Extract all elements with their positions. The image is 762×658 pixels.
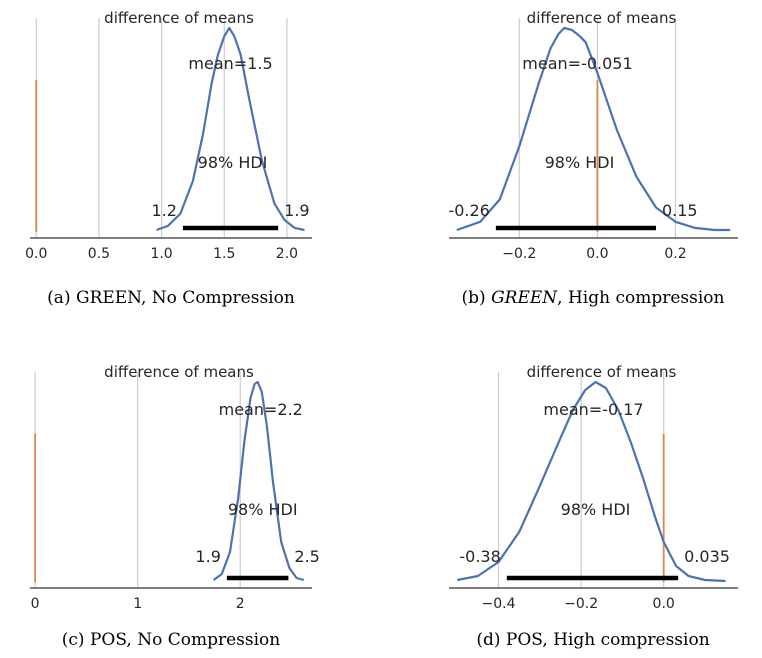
caption-label: (b) <box>462 288 492 308</box>
hdi-high-label: 0.035 <box>684 547 730 566</box>
x-tick-label: 2 <box>236 596 245 612</box>
caption-name: POS <box>90 630 126 650</box>
hdi-high-label: 1.9 <box>284 201 309 220</box>
panel-caption: (c) POS, No Compression <box>62 630 280 650</box>
x-tick-label: 0.0 <box>653 596 675 612</box>
x-tick-label: 1 <box>133 596 142 612</box>
x-tick-label: −0.2 <box>502 246 536 262</box>
panel-b: difference of means mean=-0.051 98% HDI -0.… <box>448 9 738 308</box>
mean-label: mean=-0.051 <box>522 54 632 73</box>
hdi-low-label: 1.2 <box>151 201 176 220</box>
caption-rest: , No Compression <box>126 630 280 650</box>
hdi-label: 98% HDI <box>228 500 298 519</box>
caption-label: (d) <box>476 630 506 650</box>
hdi-label: 98% HDI <box>545 153 615 172</box>
caption-name: GREEN <box>76 288 142 308</box>
caption-name: POS <box>506 630 542 650</box>
panel-caption: (b) GREEN, High compression <box>462 288 725 308</box>
panel-title: difference of means <box>527 363 677 381</box>
x-tick-label: 0 <box>31 596 40 612</box>
density-curve <box>156 26 305 232</box>
mean-label: mean=1.5 <box>188 54 272 73</box>
panel-title: difference of means <box>527 9 677 27</box>
caption-rest: , High compression <box>542 630 709 650</box>
hdi-high-label: 0.15 <box>662 201 698 220</box>
caption-label: (c) <box>62 630 90 650</box>
caption-name: GREEN <box>491 288 558 308</box>
mean-label: mean=-0.17 <box>543 400 643 419</box>
x-tick-label: −0.2 <box>564 596 598 612</box>
hdi-label: 98% HDI <box>561 500 631 519</box>
panel-a: difference of means mean=1.5 98% HDI 1.2 1.9… <box>25 9 312 308</box>
hdi-low-label: -0.38 <box>459 547 500 566</box>
x-tick-label: 1.5 <box>213 246 235 262</box>
panel-title: difference of means <box>104 363 254 381</box>
panel-caption: (a) GREEN, No Compression <box>47 288 295 308</box>
caption-label: (a) <box>47 288 76 308</box>
x-tick-label: −0.4 <box>482 596 516 612</box>
x-tick-label: 2.0 <box>276 246 298 262</box>
x-tick-label: 0.0 <box>586 246 608 262</box>
density-curve <box>456 26 731 232</box>
panel-title: difference of means <box>104 9 254 27</box>
mean-label: mean=2.2 <box>219 400 303 419</box>
panel-c: difference of means mean=2.2 98% HDI 1.9 2.5… <box>30 363 320 650</box>
caption-rest: , High compression <box>557 288 724 308</box>
hdi-low-label: -0.26 <box>448 201 489 220</box>
panel-caption: (d) POS, High compression <box>476 630 709 650</box>
x-tick-label: 1.0 <box>150 246 172 262</box>
panel-d: difference of means mean=-0.17 98% HDI -0.3… <box>449 363 738 650</box>
x-tick-label: 0.2 <box>664 246 686 262</box>
x-tick-label: 0.0 <box>25 246 47 262</box>
caption-rest: , No Compression <box>141 288 295 308</box>
hdi-label: 98% HDI <box>198 153 268 172</box>
x-tick-label: 0.5 <box>88 246 110 262</box>
density-curve <box>212 380 305 582</box>
density-curve <box>457 380 726 583</box>
hdi-low-label: 1.9 <box>195 547 220 566</box>
hdi-high-label: 2.5 <box>294 547 319 566</box>
